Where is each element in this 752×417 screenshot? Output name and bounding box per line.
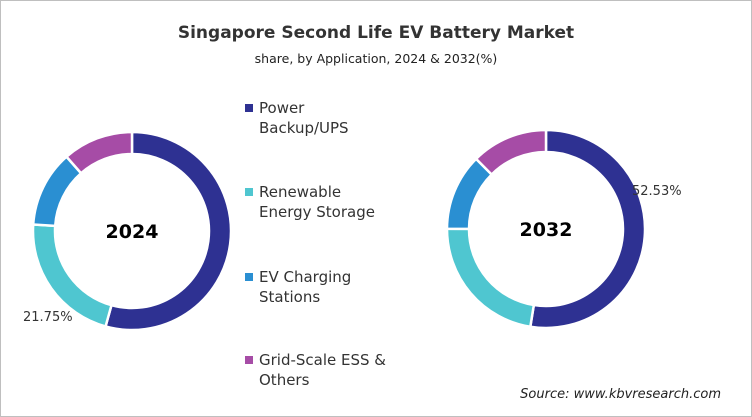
donut-slice-2032-0 — [528, 128, 647, 330]
chart-title: Singapore Second Life EV Battery Market — [177, 23, 575, 43]
donut-slice-2032-3 — [474, 128, 548, 177]
legend-label: Renewable — [259, 183, 342, 201]
source-text: Source: www.kbvresearch.com — [520, 387, 721, 402]
legend-label: EV Charging — [259, 268, 352, 286]
data-label: 21.75% — [23, 310, 73, 325]
legend-item: EV Charging Stations — [245, 267, 352, 307]
legend-label: Backup/UPS — [259, 119, 349, 137]
legend-swatch — [245, 273, 253, 281]
donut-slice-2024-2 — [31, 154, 83, 228]
legend-label: Stations — [259, 288, 321, 306]
legend-label: Grid-Scale ESS & — [259, 351, 387, 369]
legend-label: Others — [259, 371, 310, 389]
donut-center-label: 2032 — [520, 219, 573, 241]
donut-center-label: 2024 — [106, 221, 159, 243]
legend-label: Power — [259, 99, 305, 117]
legend-item: Renewable Energy Storage — [245, 182, 375, 222]
legend-item: Grid-Scale ESS & Others — [245, 350, 387, 390]
legend-swatch — [245, 356, 253, 364]
donut-slice-2024-3 — [64, 130, 134, 176]
donut-slice-2032-1 — [445, 227, 536, 329]
legend-swatch — [245, 104, 253, 112]
legend-item: Power Backup/UPS — [245, 98, 349, 138]
chart-subtitle: share, by Application, 2024 & 2032(%) — [254, 51, 498, 66]
data-label: 52.53% — [632, 184, 682, 199]
legend-label: Energy Storage — [259, 203, 375, 221]
legend-swatch — [245, 188, 253, 196]
donut-slice-2024-0 — [104, 130, 233, 332]
